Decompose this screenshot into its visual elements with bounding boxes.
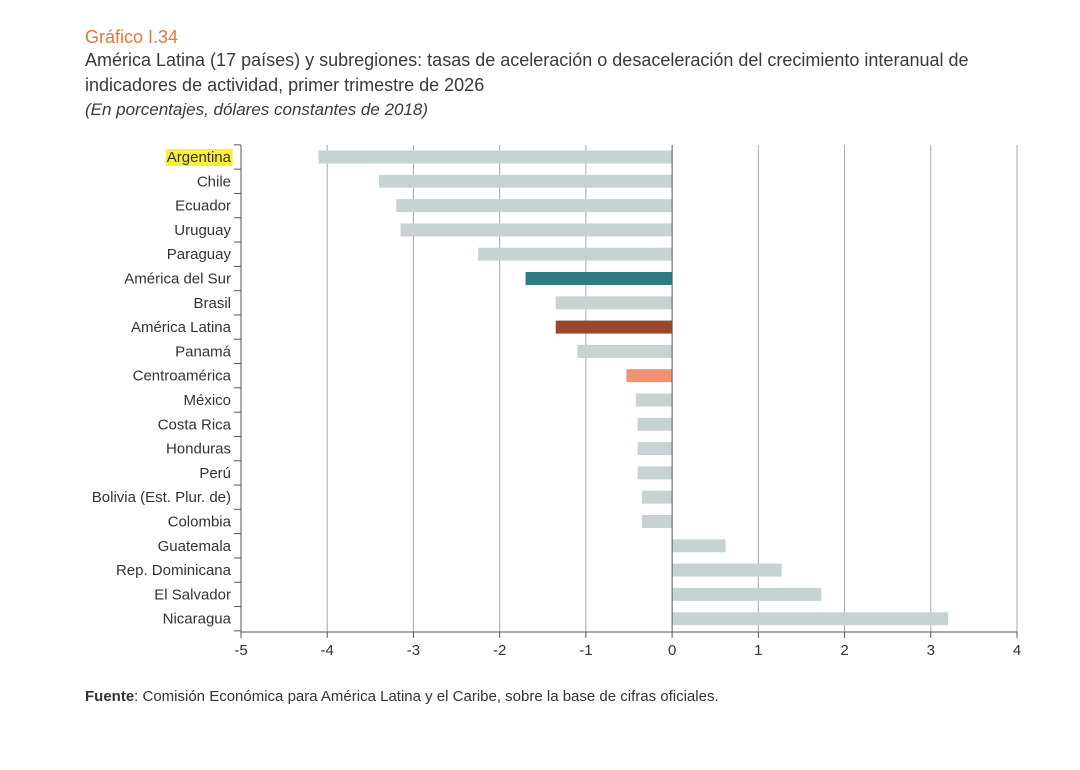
category-label: Bolivia (Est. Plur. de) [92,489,231,506]
x-tick-label: -1 [579,642,592,659]
category-label: Brasil [193,295,231,312]
bar-nicaragua [672,612,949,626]
bar-brasil [555,296,673,310]
bar-américa-del-sur [525,272,673,285]
x-tick-label: 1 [754,642,762,659]
bar-centroamérica [626,369,673,383]
category-label: Nicaragua [163,611,232,628]
chart-header: Gráfico I.34 América Latina (17 países) … [85,26,1045,122]
category-label: Panamá [175,343,232,360]
label-highlight [165,149,233,166]
x-tick-label: -4 [321,642,334,659]
bar-costa-rica [637,417,673,431]
category-label: Guatemala [158,538,232,555]
bar-honduras [637,442,673,456]
category-label: Argentina [167,149,232,166]
bar-rep-dominicana [672,563,782,577]
x-tick-label: 0 [668,642,676,659]
category-label: Costa Rica [158,416,232,433]
bar-perú [637,466,673,480]
bar-el-salvador [672,587,822,601]
category-label: Perú [199,465,231,482]
bar-panamá [577,344,673,358]
bar-méxico [635,393,673,407]
bar-ecuador [396,199,673,213]
x-tick-label: 4 [1013,642,1021,659]
bar-chile [378,174,673,188]
category-label: El Salvador [154,586,231,603]
chart-subtitle: (En porcentajes, dólares constantes de 2… [85,100,429,119]
category-label: Ecuador [175,198,231,215]
bar-guatemala [672,539,726,553]
chart-number: Gráfico I.34 [85,27,179,47]
bar-bolivia-est-plur-de- [641,490,673,504]
category-label: Paraguay [167,246,232,263]
x-tick-label: 3 [927,642,935,659]
source-label: Fuente [85,688,135,705]
category-label: Honduras [166,441,231,458]
x-tick-label: -2 [493,642,506,659]
bar-paraguay [478,247,673,261]
category-label: Chile [197,173,231,190]
category-label: Centroamérica [133,368,232,385]
bar-américa-latina [555,320,673,334]
source-text: : Comisión Económica para América Latina… [134,688,719,705]
category-label: América Latina [131,319,232,336]
bar-uruguay [400,223,673,237]
bar-chart: Argentina Chile Ecuador Uruguay Paraguay Amér… [92,144,1021,659]
x-tick-label: -5 [234,642,247,659]
chart-title: América Latina (17 países) y subregiones… [85,50,969,95]
category-label: Uruguay [174,222,231,239]
x-tick-label: 2 [840,642,848,659]
category-label: Rep. Dominicana [116,562,232,579]
source-note: Fuente: Comisión Económica para América … [85,688,719,705]
bar-colombia [641,515,673,528]
category-label: México [183,392,231,409]
category-label: América del Sur [124,271,231,288]
bar-argentina [318,150,673,164]
x-tick-label: -3 [407,642,420,659]
category-label: Colombia [168,514,232,531]
